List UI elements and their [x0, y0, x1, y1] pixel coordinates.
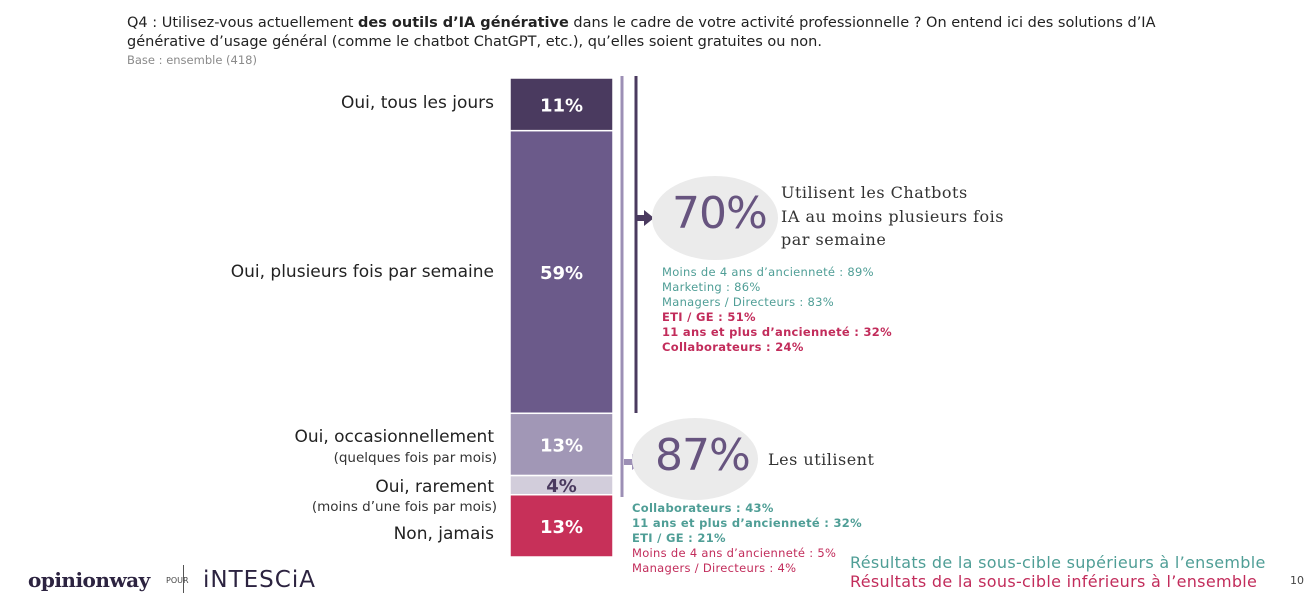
summary-text-line: Les utilisent	[768, 450, 875, 469]
summary-text-line: IA au moins plusieurs fois	[781, 206, 1005, 226]
subgroup-item: Moins de 4 ans d’ancienneté : 89%	[662, 265, 874, 279]
summary-circle	[652, 176, 778, 260]
category-label: Non, jamais	[393, 524, 494, 544]
summary-text-line: par semaine	[781, 230, 887, 249]
category-label: Oui, plusieurs fois par semaine	[230, 262, 494, 282]
bar-value-label: 59%	[540, 263, 583, 284]
category-sublabel: (quelques fois par mois)	[333, 450, 497, 466]
subgroup-item: ETI / GE : 51%	[662, 310, 756, 324]
summary-value: 87%	[655, 430, 751, 481]
subgroup-item: 11 ans et plus d’ancienneté : 32%	[632, 516, 862, 530]
question-prefix: Q4 : Utilisez-vous actuellement	[127, 15, 359, 31]
page-number: 10	[1290, 574, 1304, 587]
subgroup-item: Managers / Directeurs : 83%	[662, 295, 834, 309]
brand-logo: opinionway	[28, 568, 150, 592]
subgroup-item: Managers / Directeurs : 4%	[632, 561, 797, 575]
summary-circle	[632, 418, 758, 500]
pour-text: POUR	[166, 576, 189, 585]
question-suffix: dans le cadre de votre activité professi…	[127, 15, 1156, 50]
category-label: Oui, tous les jours	[341, 93, 494, 113]
summary-text-line: Utilisent les Chatbots	[781, 183, 968, 202]
subgroup-item: Collaborateurs : 43%	[632, 501, 774, 515]
brand-name: opinionway	[28, 568, 150, 592]
base-note: Base : ensemble (418)	[127, 53, 257, 67]
category-label: Oui, rarement	[375, 477, 494, 497]
arrow-weekly	[636, 210, 654, 226]
summary-text: Utilisent les Chatbots IA au moins plusi…	[781, 181, 1004, 252]
bar-value-label: 4%	[546, 476, 577, 497]
legend-superior: Résultats de la sous-cible supérieurs à …	[850, 553, 1266, 572]
subgroup-item: Collaborateurs : 24%	[662, 340, 804, 354]
client-logo: iNTESCiA	[203, 567, 316, 593]
bar-value-label: 11%	[540, 95, 583, 116]
legend-inferior: Résultats de la sous-cible inférieurs à …	[850, 572, 1258, 591]
subgroup-item: Moins de 4 ans d’ancienneté : 5%	[632, 546, 837, 560]
category-label: Oui, occasionnellement	[294, 427, 494, 447]
footer-separator	[183, 565, 184, 593]
bar-segment	[509, 493, 614, 558]
bar-segment	[509, 129, 614, 415]
subgroup-list: Moins de 4 ans d’ancienneté : 89% Market…	[662, 265, 892, 355]
subgroup-item: 11 ans et plus d’ancienneté : 32%	[662, 325, 892, 339]
question-text: Q4 : Utilisez-vous actuellement des outi…	[127, 14, 1207, 52]
subgroup-list: Collaborateurs : 43% 11 ans et plus d’an…	[632, 501, 862, 576]
bar-value-label: 13%	[540, 435, 583, 456]
subgroup-item: Marketing : 86%	[662, 280, 761, 294]
question-bold: des outils d’IA générative	[358, 15, 569, 31]
bar-value-label: 13%	[540, 517, 583, 538]
subgroup-item: ETI / GE : 21%	[632, 531, 726, 545]
category-sublabel: (moins d’une fois par mois)	[311, 499, 497, 515]
summary-text: Les utilisent	[768, 448, 874, 472]
summary-value: 70%	[672, 188, 768, 239]
